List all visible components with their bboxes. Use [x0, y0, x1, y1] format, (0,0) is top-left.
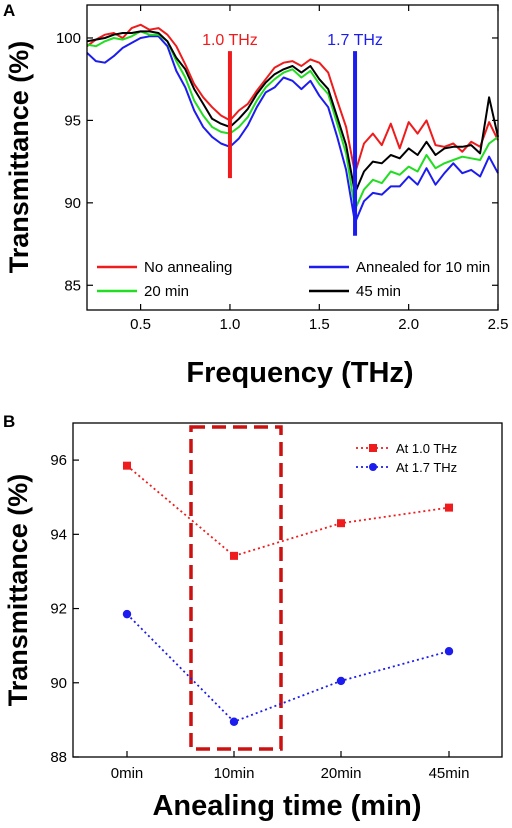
x-tick-label: 45min: [429, 765, 470, 782]
y-tick-label: 92: [50, 601, 67, 618]
frequency-marker-label: 1.7 THz: [327, 32, 383, 49]
panel-a-x-ticks: 0.5 1.0 1.5 2.0 2.5: [130, 5, 508, 333]
panel-b-x-axis-label: Anealing time (min): [152, 790, 421, 822]
data-point-circle: [229, 717, 239, 726]
legend-label: No annealing: [144, 259, 232, 276]
series-line-45-min: [86, 30, 499, 194]
data-point-square: [337, 519, 345, 528]
x-tick-label: 1.5: [309, 316, 330, 333]
data-point-circle: [336, 676, 346, 686]
series-line-at-1-7-thz: [126, 613, 450, 723]
legend-swatch-square: [369, 444, 377, 452]
legend-swatch-circle: [369, 463, 377, 471]
x-tick-label: 0.5: [130, 316, 151, 333]
data-point-square: [230, 551, 238, 560]
panel-a-x-axis-label: Frequency (THz): [186, 357, 413, 389]
series-line-annealed-for-10-min: [86, 35, 499, 224]
legend-label: 45 min: [356, 283, 401, 300]
x-tick-label: 2.5: [488, 316, 509, 333]
panel-a-plot-area: [86, 23, 499, 224]
panel-a-axes: [86, 4, 499, 311]
data-point-square: [445, 503, 453, 512]
panel-b-legend: At 1.0 THz At 1.7 THz: [356, 441, 457, 475]
series-line-at-1-0-thz: [126, 465, 450, 557]
y-tick-label: 85: [64, 277, 81, 294]
legend-label: At 1.0 THz: [396, 441, 457, 456]
panel-b-letter: B: [3, 412, 15, 431]
panel-b-x-ticks: 0min 10min 20min 45min: [111, 751, 470, 782]
y-tick-label: 88: [50, 749, 67, 766]
panel-a-frequency-markers: 1.0 THz 1.7 THz: [202, 32, 383, 236]
panel-b-frame: [72, 422, 503, 758]
x-tick-label: 0min: [111, 765, 144, 782]
panel-b-plot-area: [122, 461, 454, 726]
highlight-dashed-rectangle: [189, 425, 283, 751]
panel-b: B 0min 10min 20min 45min 88 90 92 94 96 At 1.0 …: [3, 412, 503, 822]
panel-a: A 0.5 1.0 1.5 2.0 2.5 85 90 95 100 1.0 THz 1.7 T…: [3, 1, 508, 389]
panel-b-highlight-box: [189, 425, 283, 751]
y-tick-label: 96: [50, 452, 67, 469]
panel-a-y-ticks: 85 90 95 100: [56, 30, 498, 294]
x-tick-label: 2.0: [398, 316, 419, 333]
y-tick-label: 90: [64, 195, 81, 212]
panel-a-y-axis-label: Transmittance (%): [4, 41, 34, 274]
data-point-circle: [122, 609, 132, 619]
panel-b-y-axis-label: Transmittance (%): [3, 474, 33, 707]
x-tick-label: 10min: [214, 765, 255, 782]
y-tick-label: 90: [50, 675, 67, 692]
panel-a-frame: [86, 4, 499, 311]
series-line-no-annealing: [86, 23, 499, 175]
y-tick-label: 94: [50, 526, 67, 543]
panel-a-letter: A: [3, 1, 15, 20]
frequency-marker-label: 1.0 THz: [202, 32, 258, 49]
x-tick-label: 1.0: [220, 316, 241, 333]
legend-label: At 1.7 THz: [396, 460, 457, 475]
x-tick-label: 20min: [321, 765, 362, 782]
legend-label: Annealed for 10 min: [356, 259, 490, 276]
panel-a-legend: No annealing Annealed for 10 min 20 min 45 …: [97, 259, 490, 300]
panel-b-y-ticks: 88 90 92 94 96: [50, 452, 79, 766]
data-point-circle: [444, 647, 454, 656]
data-point-square: [123, 461, 131, 470]
legend-label: 20 min: [144, 283, 189, 300]
y-tick-label: 95: [64, 112, 81, 129]
y-tick-label: 100: [56, 30, 81, 47]
series-line-20-min: [86, 30, 499, 211]
